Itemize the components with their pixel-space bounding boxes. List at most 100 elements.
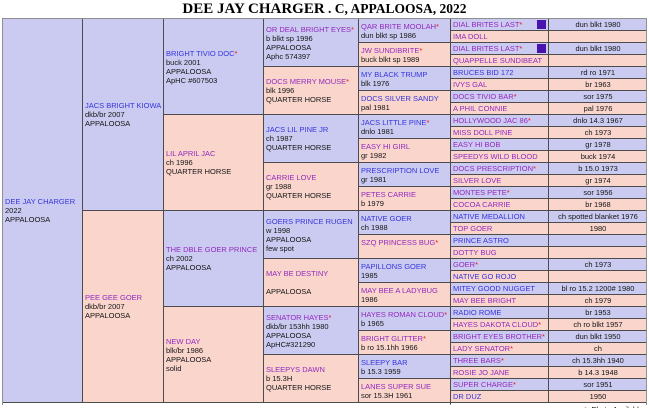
gen5-cell-3: DOCS SILVER SANDY pal 1981 xyxy=(359,91,450,114)
horse-link[interactable]: IMA DOLL xyxy=(453,32,488,41)
horse-link[interactable]: GOER xyxy=(453,260,476,269)
horse-link[interactable]: PEE GEE GOER xyxy=(85,293,143,302)
horse-link[interactable]: NATIVE MEDALLION xyxy=(453,212,525,221)
horse-details: pal 1981 xyxy=(361,102,390,112)
horse-link[interactable]: JACS LIL PINE JR xyxy=(266,125,329,134)
gen3-cell-3: NEW DAY blk/br 1986 APPALOOSA solid xyxy=(164,307,263,402)
gen6-detail-7: pal 1976 xyxy=(549,103,646,114)
horse-link[interactable]: PETES CARRIE xyxy=(361,189,417,199)
horse-link[interactable]: BRUCES BID 172 xyxy=(453,68,514,77)
horse-link[interactable]: MAY BEE A LADYBUG xyxy=(361,285,438,295)
photo-star-icon: * xyxy=(519,20,523,29)
gen6-detail-19 xyxy=(549,247,646,258)
horse-details: gr 1981 xyxy=(361,174,387,184)
horse-link[interactable]: MITEY GOOD NUGGET xyxy=(453,284,535,293)
horse-link[interactable]: JW SUNDIBRITE xyxy=(361,45,420,55)
horse-link[interactable]: TOP GOER xyxy=(453,224,493,233)
horse-link[interactable]: JACS BRIGHT KIOWA xyxy=(85,101,162,110)
horse-link[interactable]: BRIGHT GLITTER xyxy=(361,333,423,343)
horse-details xyxy=(361,247,449,256)
photo-star-icon: * xyxy=(513,92,517,101)
horse-details: APPALOOSA xyxy=(266,330,312,340)
horse-details: dkb/br 2007 xyxy=(85,302,125,311)
footer-spacer xyxy=(3,403,450,408)
gen6-detail-3 xyxy=(549,55,646,66)
horse-link[interactable]: SENATOR HAYES xyxy=(266,312,329,322)
horse-link[interactable]: DOTTY BUG xyxy=(453,248,497,257)
horse-link[interactable]: GOERS PRINCE RUGEN xyxy=(266,216,353,226)
photo-available-legend: * - Photo Available xyxy=(451,403,646,408)
horse-link[interactable]: BRIGHT EYES BROTHER xyxy=(453,332,543,341)
horse-link[interactable]: SZQ PRINCESS BUG xyxy=(361,237,436,247)
horse-link[interactable]: DIAL BRITES LAST xyxy=(453,44,520,53)
horse-link[interactable]: DOCS TIVIO BAR xyxy=(453,92,514,101)
horse-link[interactable]: NATIVE GOER xyxy=(361,213,412,223)
horse-link[interactable]: A PHIL CONNIE xyxy=(453,104,508,113)
horse-link[interactable]: RADIO ROME xyxy=(453,308,502,317)
horse-details: APPALOOSA xyxy=(166,66,212,76)
photo-thumbnail-icon[interactable] xyxy=(537,20,546,29)
horse-link[interactable]: JACS LITTLE PINE xyxy=(361,117,427,127)
horse-link[interactable]: QAR BRITE MOOLAH xyxy=(361,21,437,31)
horse-link[interactable]: LADY SENATOR xyxy=(453,344,511,353)
horse-link[interactable]: LANES SUPER SUE xyxy=(361,381,432,391)
horse-link[interactable]: MAY BE DESTINY xyxy=(266,269,329,278)
horse-link[interactable]: SUPER CHARGE xyxy=(453,380,514,389)
gen6-cell-28: THREE BARS * xyxy=(451,355,548,366)
page-title: DEE JAY CHARGER . C, APPALOOSA, 2022 xyxy=(0,0,649,18)
horse-link[interactable]: MAY BEE BRIGHT xyxy=(453,296,517,305)
gen6-detail-20: ch 1973 xyxy=(549,259,646,270)
horse-link[interactable]: SLEEPYS DAWN xyxy=(266,365,325,374)
gen6-cell-16: NATIVE MEDALLION xyxy=(451,211,548,222)
horse-details: APPALOOSA xyxy=(266,234,312,244)
horse-link[interactable]: NATIVE GO ROJO xyxy=(453,272,517,281)
photo-star-icon: * xyxy=(435,237,439,247)
horse-details: APPALOOSA xyxy=(166,263,212,272)
gen6-detail-21 xyxy=(549,271,646,282)
horse-link[interactable]: SLEEPY BAR xyxy=(361,357,408,367)
gen5-cell-1: JW SUNDIBRITE * buck blkt sp 1989 xyxy=(359,43,450,66)
gen6-detail-0: dun blkt 1980 xyxy=(549,19,646,30)
horse-link[interactable]: DR DUZ xyxy=(453,392,482,401)
horse-link[interactable]: HAYES DAKOTA CLOUD xyxy=(453,320,539,329)
horse-link[interactable]: DIAL BRITES LAST xyxy=(453,20,520,29)
gen3-cell-0: BRIGHT TIVIO DOC * buck 2001 APPALOOSA ApHC … xyxy=(164,19,263,114)
horse-link[interactable]: EASY HI BOB xyxy=(453,140,501,149)
horse-link[interactable]: DOCS SILVER SANDY xyxy=(361,93,439,103)
gen6-detail-23: ch 1979 xyxy=(549,295,646,306)
horse-link[interactable]: OR DEAL BRIGHT EYES xyxy=(266,24,352,34)
photo-star-icon: * xyxy=(527,116,531,125)
horse-link[interactable]: PRESCRIPTION LOVE xyxy=(361,165,440,175)
gen5-cell-12: HAYES ROMAN CLOUD * b 1965 xyxy=(359,307,450,330)
horse-link[interactable]: THREE BARS xyxy=(453,356,501,365)
horse-link[interactable]: DOCS PRESCRIPTION xyxy=(453,164,534,173)
gen6-cell-11: SPEEDYS WILD BLOOD xyxy=(451,151,548,162)
horse-link[interactable]: HOLLYWOOD JAC 86 xyxy=(453,116,528,125)
horse-link[interactable]: BRIGHT TIVIO DOC xyxy=(166,48,235,58)
horse-link[interactable]: DEE JAY CHARGER xyxy=(5,197,76,206)
horse-link[interactable]: MY BLACK TRUMP xyxy=(361,69,428,79)
horse-link[interactable]: PAPILLONS GOER xyxy=(361,261,427,271)
gen4-cell-0: OR DEAL BRIGHT EYES * b blkt sp 1996 APPALO… xyxy=(264,19,358,66)
horse-link[interactable]: MISS DOLL PINE xyxy=(453,128,513,137)
horse-link[interactable]: NEW DAY xyxy=(166,336,201,346)
horse-link[interactable]: THE DBLE GOER PRINCE xyxy=(166,245,258,254)
photo-thumbnail-icon[interactable] xyxy=(537,44,546,53)
horse-link[interactable]: MONTES PETE xyxy=(453,188,507,197)
gen6-detail-11: buck 1974 xyxy=(549,151,646,162)
horse-link[interactable]: DOCS MERRY MOUSE xyxy=(266,77,347,86)
gen4-cell-1: DOCS MERRY MOUSE * blk 1996 QUARTER HORSE xyxy=(264,67,358,114)
horse-link[interactable]: CARRIE LOVE xyxy=(266,173,317,182)
horse-link[interactable]: IVYS GAL xyxy=(453,80,488,89)
horse-link[interactable]: LIL APRIL JAC xyxy=(166,149,216,158)
horse-link[interactable]: PRINCE ASTRO xyxy=(453,236,509,245)
horse-link[interactable]: HAYES ROMAN CLOUD xyxy=(361,309,445,319)
horse-link[interactable]: COCOA CARRIE xyxy=(453,200,511,209)
horse-link[interactable]: QUAPPELLE SUNDIBEAT xyxy=(453,56,543,65)
horse-link[interactable]: SILVER LOVE xyxy=(453,176,502,185)
gen5-cell-13: BRIGHT GLITTER * b ro 15.1hh 1966 xyxy=(359,331,450,354)
horse-details: dun blkt sp 1986 xyxy=(361,30,417,40)
horse-link[interactable]: ROSIE JO JANE xyxy=(453,368,510,377)
horse-link[interactable]: SPEEDYS WILD BLOOD xyxy=(453,152,538,161)
horse-link[interactable]: EASY HI GIRL xyxy=(361,141,411,151)
